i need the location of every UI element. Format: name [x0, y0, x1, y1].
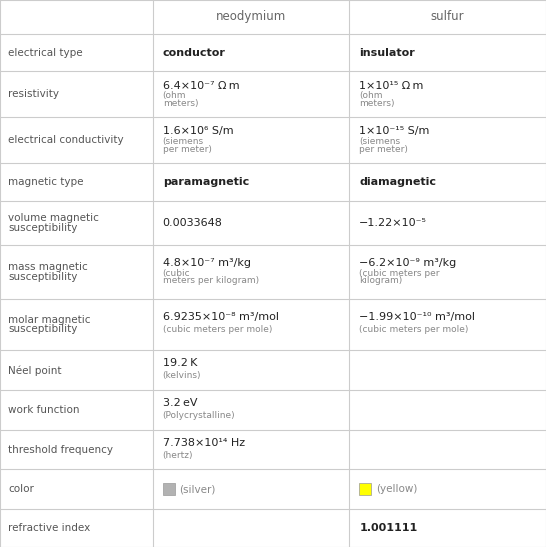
Text: (Polycrystalline): (Polycrystalline): [163, 411, 235, 420]
Text: sulfur: sulfur: [431, 10, 465, 24]
Text: molar magnetic: molar magnetic: [8, 315, 91, 324]
Text: refractive index: refractive index: [8, 523, 91, 533]
Text: 7.738×10¹⁴ Hz: 7.738×10¹⁴ Hz: [163, 438, 245, 447]
Text: (cubic meters per mole): (cubic meters per mole): [163, 325, 272, 334]
Text: −6.2×10⁻⁹ m³/kg: −6.2×10⁻⁹ m³/kg: [359, 258, 456, 268]
Text: work function: work function: [8, 405, 80, 415]
Text: 6.4×10⁻⁷ Ω m: 6.4×10⁻⁷ Ω m: [163, 80, 239, 91]
Text: susceptibility: susceptibility: [8, 272, 78, 282]
Text: volume magnetic: volume magnetic: [8, 213, 99, 223]
Text: mass magnetic: mass magnetic: [8, 262, 88, 272]
Text: per meter): per meter): [359, 145, 408, 154]
Text: 1.6×10⁶ S/m: 1.6×10⁶ S/m: [163, 126, 233, 136]
Text: 19.2 K: 19.2 K: [163, 358, 197, 368]
Text: meters): meters): [163, 99, 198, 108]
Text: meters): meters): [359, 99, 395, 108]
Text: (ohm: (ohm: [359, 91, 383, 101]
Text: (hertz): (hertz): [163, 451, 193, 459]
Text: (cubic meters per: (cubic meters per: [359, 269, 440, 278]
Text: (silver): (silver): [179, 484, 216, 494]
Text: electrical type: electrical type: [8, 48, 83, 57]
Text: (yellow): (yellow): [376, 484, 417, 494]
Text: conductor: conductor: [163, 48, 225, 57]
Text: paramagnetic: paramagnetic: [163, 177, 249, 187]
Text: resistivity: resistivity: [8, 89, 59, 100]
FancyBboxPatch shape: [359, 484, 371, 496]
Text: per meter): per meter): [163, 145, 212, 154]
Text: 4.8×10⁻⁷ m³/kg: 4.8×10⁻⁷ m³/kg: [163, 258, 251, 268]
Text: insulator: insulator: [359, 48, 415, 57]
Text: −1.99×10⁻¹⁰ m³/mol: −1.99×10⁻¹⁰ m³/mol: [359, 312, 475, 322]
Text: (cubic: (cubic: [163, 269, 191, 278]
Text: 1.001111: 1.001111: [359, 523, 418, 533]
Text: electrical conductivity: electrical conductivity: [8, 135, 124, 145]
Text: (siemens: (siemens: [163, 137, 204, 146]
Text: susceptibility: susceptibility: [8, 223, 78, 233]
Text: 3.2 eV: 3.2 eV: [163, 398, 197, 408]
Text: diamagnetic: diamagnetic: [359, 177, 436, 187]
Text: (kelvins): (kelvins): [163, 371, 201, 380]
Text: meters per kilogram): meters per kilogram): [163, 276, 259, 286]
Text: kilogram): kilogram): [359, 276, 402, 286]
Text: Néel point: Néel point: [8, 365, 62, 375]
Text: color: color: [8, 484, 34, 494]
Text: 1×10⁻¹⁵ S/m: 1×10⁻¹⁵ S/m: [359, 126, 430, 136]
Text: 6.9235×10⁻⁸ m³/mol: 6.9235×10⁻⁸ m³/mol: [163, 312, 278, 322]
Text: −1.22×10⁻⁵: −1.22×10⁻⁵: [359, 218, 427, 228]
FancyBboxPatch shape: [163, 484, 175, 496]
Text: (siemens: (siemens: [359, 137, 400, 146]
Text: neodymium: neodymium: [216, 10, 286, 24]
Text: magnetic type: magnetic type: [8, 177, 84, 187]
Text: susceptibility: susceptibility: [8, 324, 78, 334]
Text: (cubic meters per mole): (cubic meters per mole): [359, 325, 468, 334]
Text: threshold frequency: threshold frequency: [8, 445, 113, 455]
Text: 1×10¹⁵ Ω m: 1×10¹⁵ Ω m: [359, 80, 424, 91]
Text: (ohm: (ohm: [163, 91, 186, 101]
Text: 0.0033648: 0.0033648: [163, 218, 223, 228]
